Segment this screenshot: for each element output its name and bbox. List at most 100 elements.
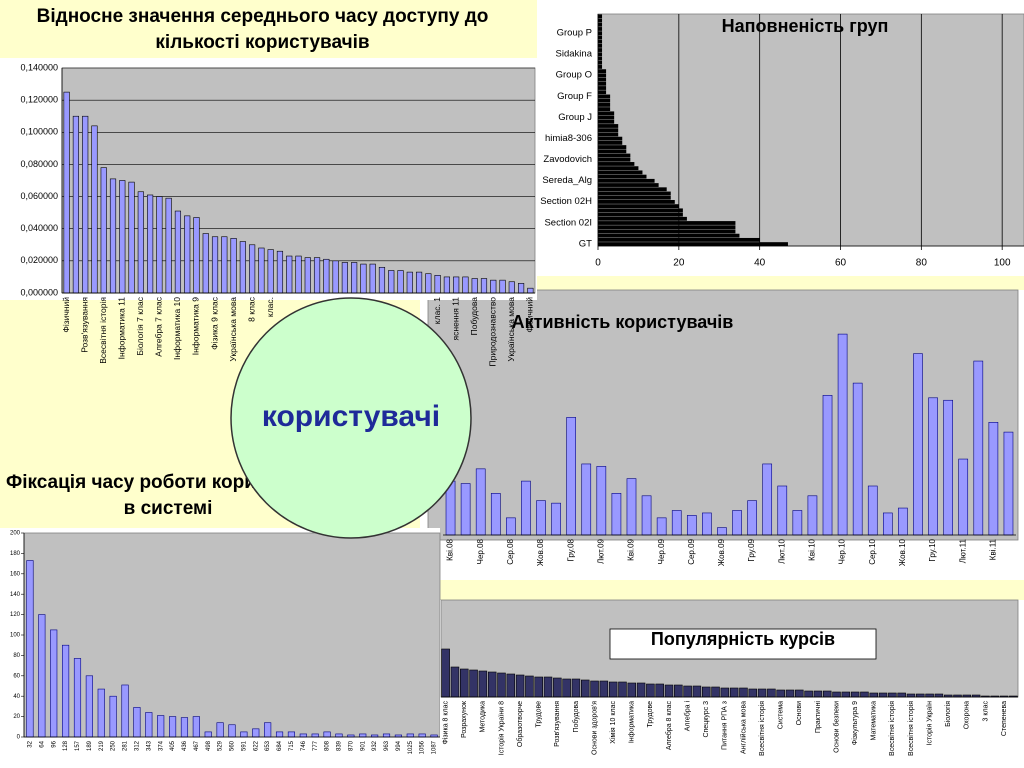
x-tick-label: 684 <box>277 740 283 751</box>
bar <box>97 688 105 738</box>
x-tick-label: 32 <box>28 740 34 747</box>
badge-circle <box>230 297 472 539</box>
x-tick-label: 189 <box>87 740 93 751</box>
bar <box>598 237 760 242</box>
x-tick-label: 529 <box>218 740 224 751</box>
x-tick-label: Основи <box>796 701 803 725</box>
bar <box>655 683 664 698</box>
chart-title: Активність користувачів <box>511 312 734 332</box>
bar <box>598 216 687 221</box>
bar <box>157 715 165 738</box>
bar <box>515 674 525 698</box>
y-tick-label: 80 <box>13 653 20 659</box>
bar <box>598 48 603 52</box>
bar <box>184 215 191 294</box>
bar <box>1003 431 1014 536</box>
chart: Фізика 8 клас Розрахунок Методика Історія У… <box>440 599 1024 768</box>
x-tick-label: Інформатика 10 <box>172 297 182 360</box>
bar <box>406 271 413 294</box>
bar <box>777 485 788 536</box>
bar <box>211 236 219 294</box>
bar <box>841 691 851 698</box>
y-tick-label: 180 <box>10 551 21 557</box>
y-tick-label: Zavodovich <box>543 154 592 165</box>
bar <box>313 257 321 294</box>
x-tick-label: 100 <box>994 258 1011 269</box>
x-tick-label: 1056 <box>420 740 426 754</box>
x-tick-label: Фізика 8 клас <box>441 701 449 745</box>
bar <box>249 244 256 294</box>
x-tick-label: 40 <box>754 258 766 269</box>
bar <box>958 458 969 536</box>
x-tick-label: Основи безпеки <box>832 701 840 753</box>
x-tick-label: Всесвітня історія <box>98 297 108 364</box>
bar <box>128 181 135 294</box>
bar <box>599 680 609 698</box>
x-tick-label: 994 <box>396 740 402 751</box>
bar <box>598 149 627 154</box>
x-tick-label: 80 <box>916 258 928 269</box>
bar <box>276 250 284 294</box>
bar <box>475 468 486 536</box>
x-tick-label: 20 <box>673 258 685 269</box>
bar <box>837 333 848 536</box>
bar <box>822 690 832 698</box>
x-tick-label: 128 <box>63 740 69 751</box>
bar <box>581 463 592 536</box>
y-tick-label: 160 <box>10 571 21 577</box>
x-tick-label: Побудова <box>469 297 479 336</box>
bar <box>169 716 177 738</box>
bar <box>598 157 631 162</box>
x-tick-label: Кві.09 <box>627 538 636 560</box>
bar <box>286 255 293 294</box>
badge: користувачі <box>230 297 472 539</box>
x-tick-label: 963 <box>384 740 390 751</box>
bar <box>598 178 655 183</box>
bar <box>598 200 675 204</box>
x-tick-label: Англійська мова <box>739 701 747 754</box>
bar <box>598 94 611 99</box>
bar <box>382 733 391 738</box>
x-tick-label: 64 <box>39 740 45 747</box>
x-tick-label: клас. <box>265 297 275 317</box>
x-tick-label: Охорона <box>964 701 971 729</box>
bar <box>804 690 813 698</box>
bar <box>72 115 79 294</box>
y-tick-label: 100 <box>10 633 21 639</box>
bar <box>627 682 637 698</box>
x-tick-label: 932 <box>372 740 378 751</box>
bar <box>598 90 607 95</box>
bar <box>216 722 224 738</box>
bar <box>626 478 637 536</box>
bar <box>478 670 488 698</box>
bar <box>598 212 683 217</box>
bar <box>683 685 692 698</box>
bar <box>720 687 730 698</box>
bar <box>646 683 655 698</box>
x-tick-label: 715 <box>289 740 295 751</box>
bar <box>598 145 627 149</box>
x-tick-label: Українська мова <box>228 297 238 362</box>
x-tick-label: Система <box>778 701 785 729</box>
bar <box>792 510 803 536</box>
bar <box>453 276 460 294</box>
y-tick-label: 0,020000 <box>20 255 58 265</box>
title-box: Наповненість груп <box>722 16 889 36</box>
bar <box>598 124 619 128</box>
bar <box>62 644 70 738</box>
bar <box>252 728 260 738</box>
bar <box>598 119 615 124</box>
y-tick-label: Sereda_Alg <box>542 175 592 186</box>
bar <box>598 229 736 234</box>
bar <box>26 560 34 738</box>
x-tick-label: Чер.10 <box>838 538 847 564</box>
x-tick-label: 1025 <box>408 740 414 754</box>
bar <box>795 689 804 698</box>
chart: Кві.08 Чер.08 Сер.08 Жов.08 Гру.08 Лют.09 Кві.… <box>420 289 1024 580</box>
bar <box>762 463 773 536</box>
x-tick-label: Лют.11 <box>958 538 967 563</box>
bar <box>807 495 818 536</box>
x-tick-label: Питання РПА з <box>722 701 729 750</box>
x-tick-label: 746 <box>301 740 307 751</box>
bar <box>506 517 516 536</box>
